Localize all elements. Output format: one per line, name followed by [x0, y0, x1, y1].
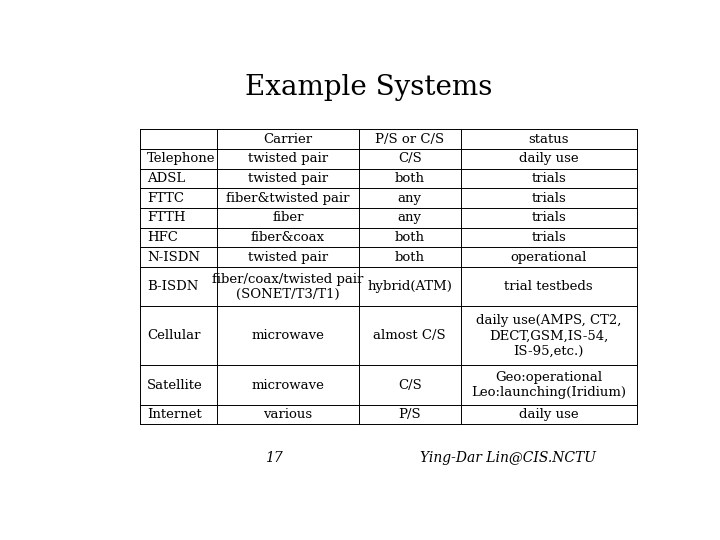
Text: trials: trials	[531, 172, 566, 185]
Text: Geo:operational
Leo:launching(Iridium): Geo:operational Leo:launching(Iridium)	[471, 371, 626, 399]
Text: Internet: Internet	[147, 408, 202, 421]
Text: trials: trials	[531, 211, 566, 224]
Text: Carrier: Carrier	[264, 133, 312, 146]
Text: any: any	[397, 211, 422, 224]
Text: 17: 17	[265, 451, 283, 465]
Text: HFC: HFC	[147, 231, 178, 244]
Text: P/S: P/S	[398, 408, 421, 421]
Text: C/S: C/S	[397, 379, 421, 392]
Text: Ying-Dar Lin@CIS.NCTU: Ying-Dar Lin@CIS.NCTU	[420, 451, 596, 465]
Text: both: both	[395, 172, 425, 185]
Text: Telephone: Telephone	[147, 152, 215, 165]
Text: microwave: microwave	[251, 329, 325, 342]
Text: trials: trials	[531, 192, 566, 205]
Text: operational: operational	[510, 251, 587, 264]
Text: daily use(AMPS, CT2,
DECT,GSM,IS-54,
IS-95,etc.): daily use(AMPS, CT2, DECT,GSM,IS-54, IS-…	[476, 314, 621, 357]
Text: twisted pair: twisted pair	[248, 172, 328, 185]
Text: Satellite: Satellite	[147, 379, 202, 392]
Text: P/S or C/S: P/S or C/S	[375, 133, 444, 146]
Text: fiber/coax/twisted pair
(SONET/T3/T1): fiber/coax/twisted pair (SONET/T3/T1)	[212, 273, 364, 301]
Text: Cellular: Cellular	[147, 329, 200, 342]
Text: daily use: daily use	[519, 408, 578, 421]
Text: fiber&coax: fiber&coax	[251, 231, 325, 244]
Text: twisted pair: twisted pair	[248, 152, 328, 165]
Text: both: both	[395, 231, 425, 244]
Text: twisted pair: twisted pair	[248, 251, 328, 264]
Text: fiber: fiber	[272, 211, 304, 224]
Text: C/S: C/S	[397, 152, 421, 165]
Text: fiber&twisted pair: fiber&twisted pair	[226, 192, 350, 205]
Text: trial testbeds: trial testbeds	[505, 280, 593, 293]
Text: microwave: microwave	[251, 379, 325, 392]
Text: hybrid(ATM): hybrid(ATM)	[367, 280, 452, 293]
Text: trials: trials	[531, 231, 566, 244]
Text: B-ISDN: B-ISDN	[147, 280, 198, 293]
Text: any: any	[397, 192, 422, 205]
Text: FTTH: FTTH	[147, 211, 186, 224]
Text: almost C/S: almost C/S	[374, 329, 446, 342]
Text: status: status	[528, 133, 569, 146]
Text: FTTC: FTTC	[147, 192, 184, 205]
Text: various: various	[264, 408, 312, 421]
Text: Example Systems: Example Systems	[246, 74, 492, 101]
Text: both: both	[395, 251, 425, 264]
Text: daily use: daily use	[519, 152, 578, 165]
Text: ADSL: ADSL	[147, 172, 185, 185]
Text: N-ISDN: N-ISDN	[147, 251, 200, 264]
